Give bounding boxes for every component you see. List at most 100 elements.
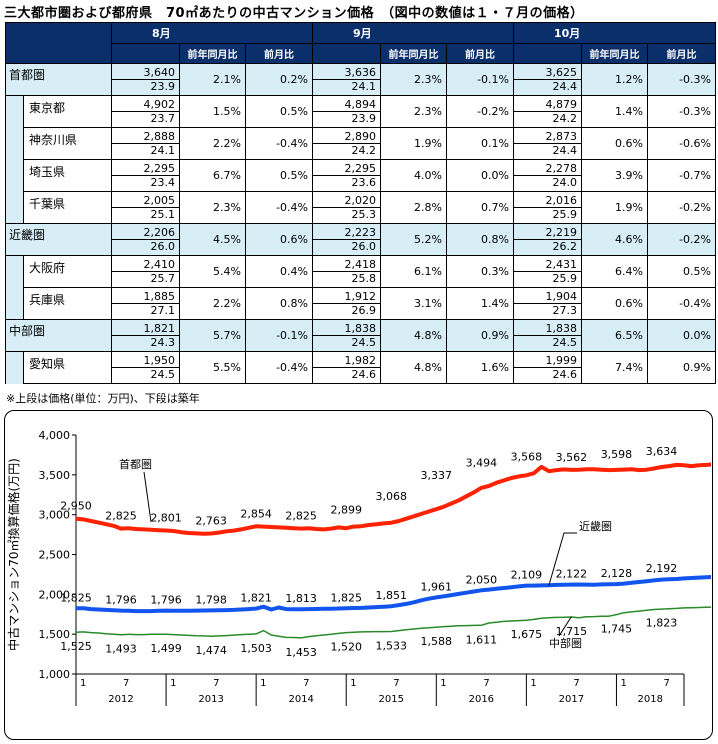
- price-age-cell: 2,418 25.8: [312, 255, 381, 288]
- building-age-value: 23.4: [150, 176, 176, 189]
- building-age-value: 25.3: [351, 208, 377, 221]
- x-month-label: 7: [483, 678, 489, 689]
- data-label: 1,825: [60, 591, 92, 604]
- price-value: 2,005: [112, 194, 179, 208]
- month-header: 8月: [111, 22, 313, 44]
- data-label: 2,825: [105, 510, 137, 523]
- x-year-label: 2013: [198, 694, 223, 705]
- mom-change: 0.9%: [647, 351, 716, 384]
- annotation-pointer: [558, 616, 572, 637]
- building-age-value: 24.6: [351, 368, 377, 381]
- mom-change: -0.6%: [647, 127, 716, 160]
- price-value: 1,821: [112, 322, 179, 336]
- prefecture-label: 兵庫県: [23, 287, 112, 320]
- building-age-value: 24.4: [552, 80, 578, 93]
- yoy-change: 0.6%: [581, 127, 648, 160]
- data-label: 1,525: [60, 640, 92, 653]
- price-value: 4,902: [112, 98, 179, 112]
- data-label: 2,109: [511, 569, 543, 582]
- data-label: 3,634: [646, 445, 678, 458]
- building-age-value: 26.0: [150, 240, 176, 253]
- x-year-label: 2016: [469, 694, 494, 705]
- data-label: 1,588: [421, 635, 453, 648]
- mom-change: 0.9%: [446, 319, 514, 352]
- table-row: 大阪府 2,410 25.7 5.4% 0.4% 2,418 25.8 6.1% 0.3% 2,4…: [5, 255, 716, 288]
- mom-change: 1.6%: [446, 351, 514, 384]
- price-age-cell: 1,904 27.3: [513, 287, 582, 320]
- price-age-cell: 4,894 23.9: [312, 95, 381, 128]
- data-label: 3,568: [511, 450, 543, 463]
- price-age-cell: 1,821 24.3: [111, 319, 180, 352]
- x-month-label: 1: [260, 678, 266, 689]
- building-age-value: 23.7: [150, 112, 176, 125]
- building-age-value: 23.6: [351, 176, 377, 189]
- mom-change: -0.3%: [647, 63, 716, 96]
- data-label: 2,128: [601, 567, 633, 580]
- price-value: 4,879: [514, 98, 581, 112]
- building-age-value: 26.9: [351, 304, 377, 317]
- yoy-change: 5.5%: [179, 351, 246, 384]
- table-row: 近畿圏 2,206 26.0 4.5% 0.6% 2,223 26.0 5.2% 0.8% 2,2…: [5, 223, 716, 256]
- yoy-header: 前年同月比: [380, 43, 447, 64]
- mom-change: -0.1%: [446, 63, 514, 96]
- table-footnote: ※上段は価格(単位：万円)、下段は築年: [6, 392, 200, 405]
- data-label: 2,122: [556, 568, 588, 581]
- price-value: 2,223: [313, 226, 380, 240]
- table-corner: [5, 22, 112, 64]
- mom-change: 0.1%: [446, 127, 514, 160]
- data-label: 2,050: [466, 573, 498, 586]
- yoy-change: 4.0%: [380, 159, 447, 192]
- yoy-change: 5.7%: [179, 319, 246, 352]
- data-label: 1,745: [601, 623, 633, 636]
- price-age-cell: 1,838 24.5: [513, 319, 582, 352]
- x-year-label: 2017: [559, 694, 584, 705]
- data-label: 1,961: [421, 580, 453, 593]
- building-age-value: 26.2: [552, 240, 578, 253]
- indent-spacer: [5, 127, 24, 160]
- data-label: 1,813: [285, 592, 317, 605]
- price-value: 3,636: [313, 66, 380, 80]
- x-year-label: 2014: [288, 694, 313, 705]
- y-tick-label: 4,000: [39, 429, 71, 442]
- y-tick-label: 3,000: [39, 509, 71, 522]
- yoy-change: 1.9%: [380, 127, 447, 160]
- price-age-cell: 2,206 26.0: [111, 223, 180, 256]
- data-label: 2,801: [150, 512, 182, 525]
- annotation-pointer: [143, 471, 152, 522]
- price-value: 2,219: [514, 226, 581, 240]
- data-label: 1,821: [240, 592, 272, 605]
- price-age-cell: 2,219 26.2: [513, 223, 582, 256]
- building-age-value: 24.5: [351, 336, 377, 349]
- price-value: 2,890: [313, 130, 380, 144]
- series-line-1: [76, 574, 711, 614]
- data-label: 3,562: [556, 451, 588, 464]
- yoy-change: 1.4%: [581, 95, 648, 128]
- x-month-label: 1: [350, 678, 356, 689]
- price-value: 1,982: [313, 354, 380, 368]
- data-label: 2,825: [285, 510, 317, 523]
- mom-change: -0.4%: [245, 351, 313, 384]
- data-label: 1,453: [285, 646, 317, 659]
- data-label: 3,068: [376, 490, 408, 503]
- series-line-0: [75, 462, 711, 536]
- price-value: 2,418: [313, 258, 380, 272]
- mom-change: 0.7%: [446, 191, 514, 224]
- data-label: 1,533: [376, 640, 408, 653]
- data-label: 1,503: [240, 642, 272, 655]
- building-age-value: 24.1: [150, 144, 176, 157]
- building-age-value: 26.0: [351, 240, 377, 253]
- building-age-value: 25.9: [552, 272, 578, 285]
- mom-change: -0.3%: [647, 95, 716, 128]
- mom-change: 0.6%: [245, 223, 313, 256]
- price-table: 8月 9月 10月 前年同月比 前月比 前年同月比 前月比 前年同月比 前月比 …: [5, 22, 716, 384]
- x-month-label: 7: [393, 678, 399, 689]
- series-annotation: 近畿圏: [579, 519, 612, 533]
- table-row: 東京都 4,902 23.7 1.5% 0.5% 4,894 23.9 2.3% -0.2% 4,…: [5, 95, 716, 128]
- building-age-value: 25.1: [150, 208, 176, 221]
- building-age-value: 24.5: [150, 368, 176, 381]
- price-age-cell: 1,838 24.5: [312, 319, 381, 352]
- mom-change: 0.4%: [245, 255, 313, 288]
- mom-change: 0.0%: [446, 159, 514, 192]
- price-age-cell: 1,999 24.6: [513, 351, 582, 384]
- yoy-change: 2.8%: [380, 191, 447, 224]
